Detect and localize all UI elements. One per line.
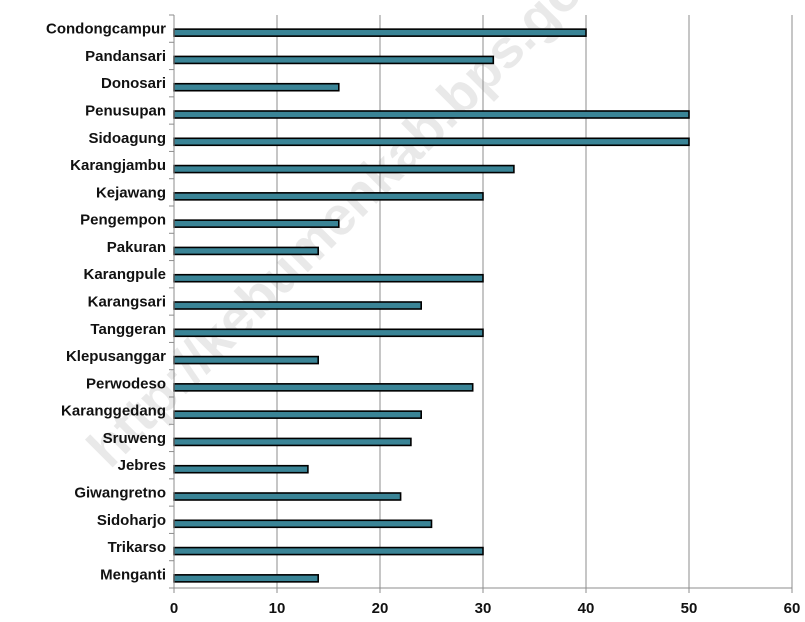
bar xyxy=(173,137,690,147)
category-label: Pakuran xyxy=(107,239,166,256)
x-tick-label: 50 xyxy=(681,600,698,617)
x-tick-label: 40 xyxy=(578,600,595,617)
bar xyxy=(173,546,484,556)
category-label: Karangpule xyxy=(83,266,166,283)
category-label: Menganti xyxy=(100,566,166,583)
bar xyxy=(173,492,402,501)
x-tick-label: 20 xyxy=(372,600,389,617)
category-label: Pengempon xyxy=(80,212,166,229)
bars xyxy=(173,28,690,583)
category-labels: Condongcampur Pandansari Donosari Penusupan… xyxy=(46,21,166,584)
category-label: Sruweng xyxy=(103,430,166,447)
category-label: Condongcampur xyxy=(46,21,166,38)
bar xyxy=(173,82,340,92)
bar xyxy=(173,273,484,283)
bar xyxy=(173,574,319,583)
category-label: Sidoagung xyxy=(89,130,167,147)
category-label: Trikarso xyxy=(108,539,166,556)
bar xyxy=(173,464,309,474)
bar xyxy=(173,246,319,256)
category-label: Penusupan xyxy=(85,103,166,120)
category-label: Pandansari xyxy=(85,48,166,65)
bar xyxy=(173,192,484,201)
category-label: Karanggedang xyxy=(61,403,166,420)
x-tick-label: 60 xyxy=(784,600,801,617)
bar xyxy=(173,110,690,119)
bar xyxy=(173,383,474,392)
bar xyxy=(173,410,422,419)
axes xyxy=(169,14,793,593)
category-label: Karangsari xyxy=(88,294,166,311)
bar xyxy=(173,355,319,365)
bar xyxy=(173,219,340,228)
category-label: Jebres xyxy=(118,457,166,474)
category-label: Kejawang xyxy=(96,184,166,201)
bar xyxy=(173,301,422,310)
bar xyxy=(173,328,484,338)
x-tick-labels: 0 10 20 30 40 50 60 xyxy=(170,600,801,617)
category-label: Tanggeran xyxy=(90,321,166,338)
category-label: Klepusanggar xyxy=(66,348,166,365)
x-tick-label: 30 xyxy=(475,600,492,617)
bar xyxy=(173,519,433,529)
category-label: Giwangretno xyxy=(74,485,166,502)
category-label: Perwodeso xyxy=(86,375,166,392)
x-tick-label: 0 xyxy=(170,600,178,617)
x-tick-label: 10 xyxy=(269,600,286,617)
bar xyxy=(173,55,495,65)
bar xyxy=(173,164,515,174)
category-label: Donosari xyxy=(101,75,166,92)
bar xyxy=(173,28,587,37)
bar xyxy=(173,437,412,447)
category-label: Karangjambu xyxy=(70,157,166,174)
category-label: Sidoharjo xyxy=(97,512,166,529)
